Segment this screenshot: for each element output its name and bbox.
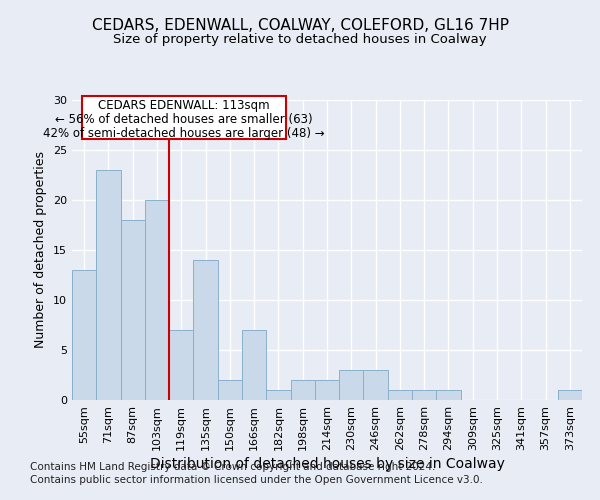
Bar <box>242 330 266 400</box>
FancyBboxPatch shape <box>82 96 286 139</box>
Text: ← 56% of detached houses are smaller (63): ← 56% of detached houses are smaller (63… <box>55 113 313 126</box>
X-axis label: Distribution of detached houses by size in Coalway: Distribution of detached houses by size … <box>149 457 505 471</box>
Bar <box>290 380 315 400</box>
Text: CEDARS, EDENWALL, COALWAY, COLEFORD, GL16 7HP: CEDARS, EDENWALL, COALWAY, COLEFORD, GL1… <box>91 18 509 32</box>
Text: 42% of semi-detached houses are larger (48) →: 42% of semi-detached houses are larger (… <box>43 128 325 140</box>
Bar <box>121 220 145 400</box>
Bar <box>266 390 290 400</box>
Bar <box>558 390 582 400</box>
Bar <box>436 390 461 400</box>
Bar <box>315 380 339 400</box>
Bar <box>388 390 412 400</box>
Text: CEDARS EDENWALL: 113sqm: CEDARS EDENWALL: 113sqm <box>98 98 270 112</box>
Bar <box>364 370 388 400</box>
Bar <box>412 390 436 400</box>
Bar <box>96 170 121 400</box>
Bar <box>169 330 193 400</box>
Bar <box>218 380 242 400</box>
Bar <box>193 260 218 400</box>
Bar <box>339 370 364 400</box>
Text: Size of property relative to detached houses in Coalway: Size of property relative to detached ho… <box>113 32 487 46</box>
Text: Contains public sector information licensed under the Open Government Licence v3: Contains public sector information licen… <box>30 475 483 485</box>
Bar <box>145 200 169 400</box>
Bar <box>72 270 96 400</box>
Text: Contains HM Land Registry data © Crown copyright and database right 2024.: Contains HM Land Registry data © Crown c… <box>30 462 436 472</box>
Y-axis label: Number of detached properties: Number of detached properties <box>34 152 47 348</box>
